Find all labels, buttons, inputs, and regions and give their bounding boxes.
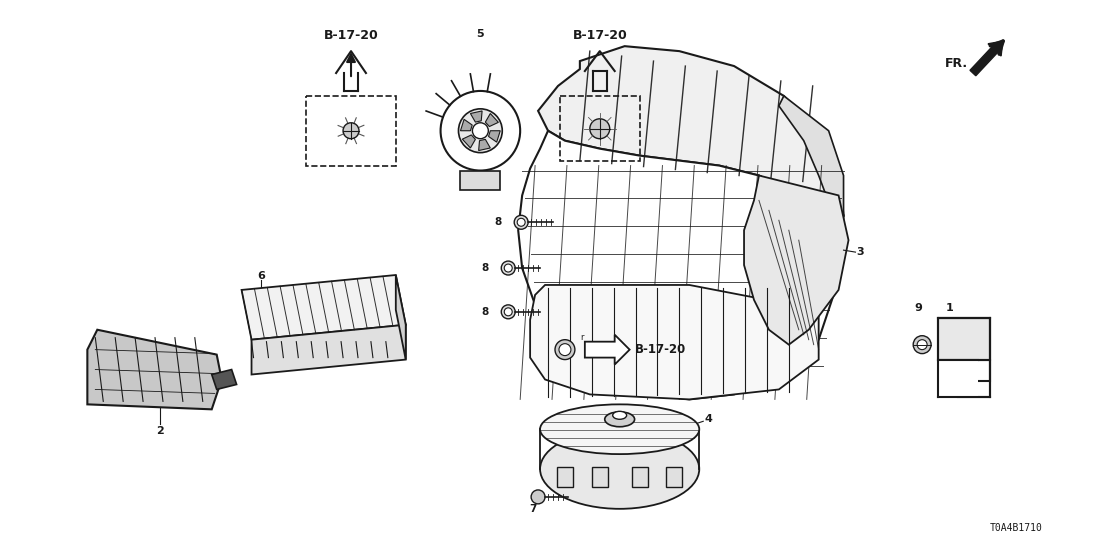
Polygon shape [461,171,501,191]
Circle shape [501,261,515,275]
Bar [306,96,396,166]
Circle shape [558,343,571,356]
Circle shape [913,336,931,353]
Text: 2: 2 [156,426,164,436]
Ellipse shape [613,411,627,419]
Polygon shape [666,467,683,487]
Polygon shape [557,467,573,487]
Bar [938,318,989,360]
Polygon shape [88,330,222,409]
Polygon shape [479,140,491,151]
Polygon shape [212,370,237,389]
Ellipse shape [540,429,699,509]
Circle shape [459,109,502,152]
Polygon shape [461,119,472,131]
Text: 1: 1 [946,303,954,313]
Polygon shape [489,131,501,142]
Text: 8: 8 [481,307,489,317]
Polygon shape [396,275,406,360]
Text: T0A4B1710: T0A4B1710 [989,523,1043,533]
Circle shape [504,264,512,272]
Polygon shape [592,467,607,487]
Polygon shape [779,96,843,216]
Bar [938,360,978,397]
Bar [560,96,639,161]
Text: 6: 6 [257,271,266,281]
Polygon shape [242,275,406,340]
Text: B-17-20: B-17-20 [635,343,686,356]
Polygon shape [462,135,475,148]
Text: 7: 7 [530,504,536,514]
Circle shape [343,123,359,138]
Circle shape [514,216,529,229]
Polygon shape [585,335,629,365]
Text: 4: 4 [705,414,712,424]
Text: B-17-20: B-17-20 [573,29,627,42]
Circle shape [441,91,520,171]
Ellipse shape [540,404,699,454]
Ellipse shape [605,412,635,427]
Circle shape [517,218,525,226]
Polygon shape [485,114,499,126]
Circle shape [504,308,512,316]
Text: 8: 8 [481,263,489,273]
Text: 5: 5 [476,29,484,39]
Circle shape [501,305,515,319]
Circle shape [917,340,927,350]
Text: 3: 3 [856,247,864,257]
Text: B-17-20: B-17-20 [324,29,379,42]
FancyArrow shape [970,41,1003,76]
Text: r: r [581,333,584,342]
Circle shape [531,490,545,504]
Polygon shape [538,46,843,216]
Circle shape [472,123,489,138]
Polygon shape [530,285,819,399]
Polygon shape [519,131,843,399]
Circle shape [589,119,609,138]
Text: FR.: FR. [945,57,968,70]
Text: 8: 8 [494,217,501,227]
Polygon shape [471,111,482,122]
Polygon shape [632,467,647,487]
Polygon shape [745,176,849,345]
Text: 9: 9 [914,303,922,313]
Polygon shape [252,325,406,375]
Circle shape [555,340,575,360]
